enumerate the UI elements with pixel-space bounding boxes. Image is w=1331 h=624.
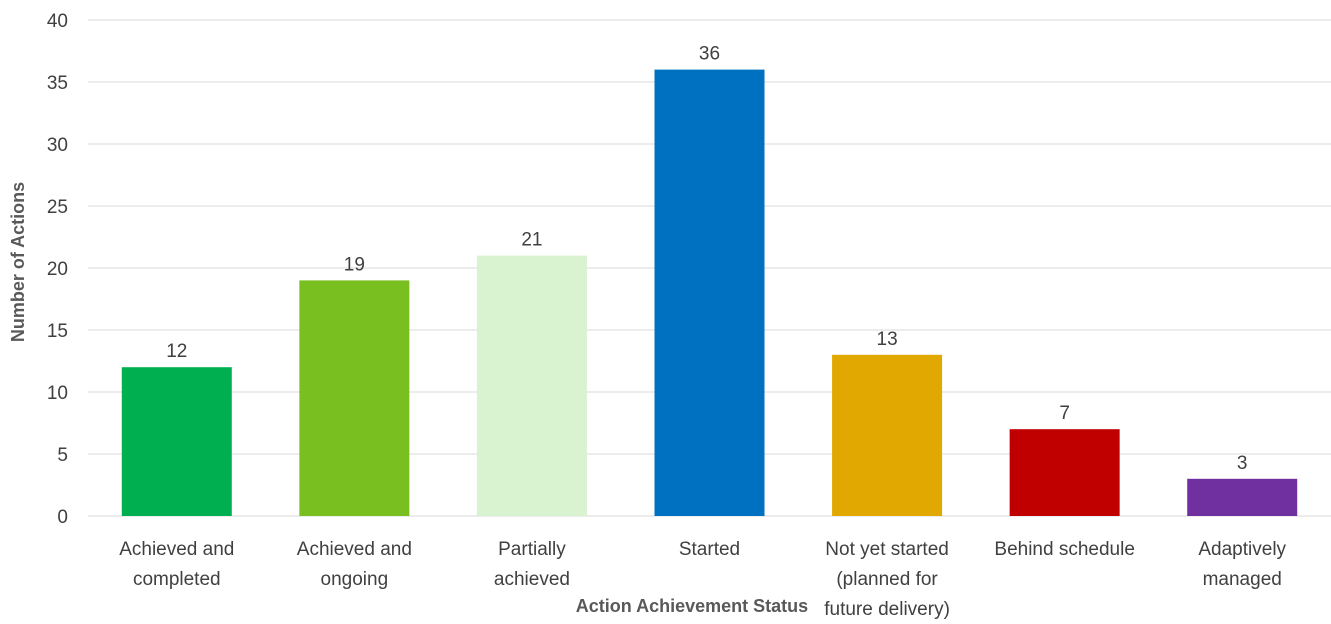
bar <box>299 280 410 516</box>
y-tick-label: 0 <box>57 507 68 528</box>
bar-value-label: 12 <box>166 341 187 362</box>
y-tick-label: 15 <box>47 321 68 342</box>
y-tick-label: 20 <box>47 259 68 280</box>
bars <box>121 69 1298 516</box>
bar <box>1009 429 1120 516</box>
bar <box>832 354 943 516</box>
y-tick-label: 5 <box>57 445 68 466</box>
x-category-label: Achieved and completed <box>119 539 234 590</box>
bar-value-label: 13 <box>877 329 898 350</box>
x-category-label: Not yet started (planned for future delive… <box>824 539 950 620</box>
bar-value-label: 21 <box>521 230 542 251</box>
y-axis-ticks: 0 5 10 15 20 25 30 35 40 <box>47 11 68 528</box>
bar-value-label: 36 <box>699 44 720 65</box>
bar <box>476 255 587 516</box>
bar <box>1187 478 1298 516</box>
bar-value-label: 3 <box>1237 453 1248 474</box>
x-axis-categories: Achieved and completed Achieved and ongoing… <box>119 539 1286 620</box>
y-tick-label: 40 <box>47 11 68 32</box>
x-axis-title: Action Achievement Status <box>576 596 808 616</box>
x-category-label: Partially achieved <box>494 539 570 590</box>
data-labels: 12 19 21 36 13 7 3 <box>166 44 1247 474</box>
x-category-label: Adaptively managed <box>1198 539 1286 590</box>
bar <box>121 367 232 516</box>
y-tick-label: 25 <box>47 197 68 218</box>
y-tick-label: 30 <box>47 135 68 156</box>
y-tick-label: 35 <box>47 73 68 94</box>
x-category-label: Behind schedule <box>994 539 1135 560</box>
y-axis-title: Number of Actions <box>8 182 28 342</box>
bar <box>654 69 765 516</box>
x-category-label: Achieved and ongoing <box>297 539 412 590</box>
bar-value-label: 7 <box>1059 403 1070 424</box>
x-category-label: Started <box>679 539 740 560</box>
bar-value-label: 19 <box>344 254 365 275</box>
y-tick-label: 10 <box>47 383 68 404</box>
